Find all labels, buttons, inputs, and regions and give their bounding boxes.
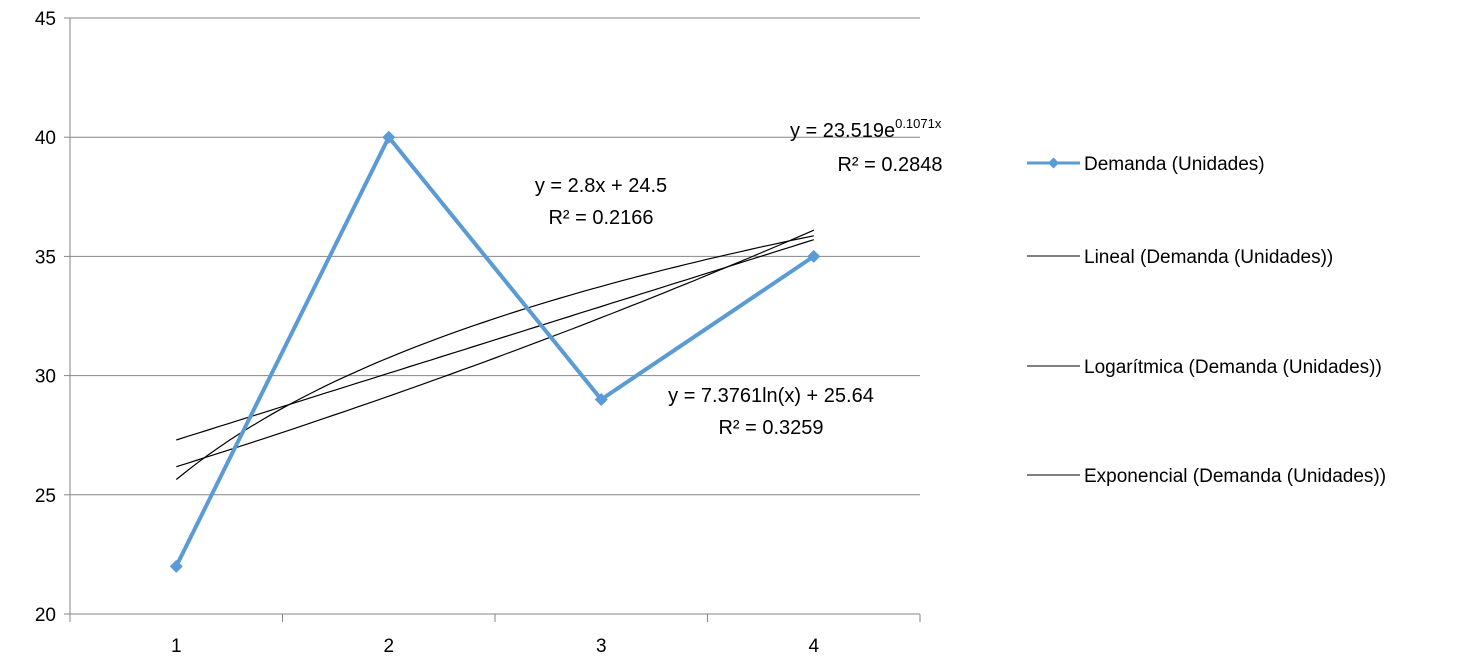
y-tick-label: 30 [35, 367, 56, 388]
y-tick-label: 35 [35, 247, 56, 268]
exp-r2-label: R² = 0.2848 [837, 154, 942, 176]
legend: Demanda (Unidades) Lineal (Demanda (Unid… [1027, 154, 1386, 487]
legend-label-exponencial: Exponencial (Demanda (Unidades)) [1084, 466, 1386, 487]
series [169, 130, 821, 573]
exp-equation-base: y = 23.519e [790, 120, 895, 142]
trendline-linear [176, 239, 814, 441]
x-tick-label: 2 [383, 636, 394, 657]
x-tick-label: 4 [808, 636, 819, 657]
y-tick-label: 25 [35, 486, 56, 507]
legend-label-lineal: Lineal (Demanda (Unidades)) [1084, 247, 1333, 268]
y-tick-label: 40 [35, 128, 56, 149]
trendline-exp [176, 229, 815, 468]
log-equation-label: y = 7.3761ln(x) + 25.64 [668, 385, 874, 407]
data-point-marker [382, 130, 396, 144]
exp-equation-label: y = 23.519e0.1071x [790, 116, 942, 142]
exp-equation-exponent: 0.1071x [895, 116, 942, 131]
data-point-marker [807, 249, 821, 263]
grid [70, 17, 920, 496]
y-tick-label: 45 [35, 9, 56, 30]
data-point-marker [594, 392, 608, 406]
log-r2-label: R² = 0.3259 [718, 417, 823, 439]
axes: 20 25 30 35 40 45 1 2 3 4 [35, 9, 921, 657]
data-point-marker [169, 559, 183, 573]
x-tick-label: 3 [596, 636, 607, 657]
x-tick-label: 1 [171, 636, 182, 657]
trendlines [175, 229, 815, 480]
series-line-demanda [174, 133, 815, 568]
legend-swatch-demanda-marker [1048, 157, 1059, 169]
linear-equation-label: y = 2.8x + 24.5 [535, 175, 667, 197]
linear-r2-label: R² = 0.2166 [548, 207, 653, 229]
legend-label-demanda: Demanda (Unidades) [1084, 154, 1265, 175]
y-tick-label: 20 [35, 605, 56, 626]
trendline-log [175, 235, 814, 480]
legend-label-logaritmica: Logarítmica (Demanda (Unidades)) [1084, 357, 1382, 378]
